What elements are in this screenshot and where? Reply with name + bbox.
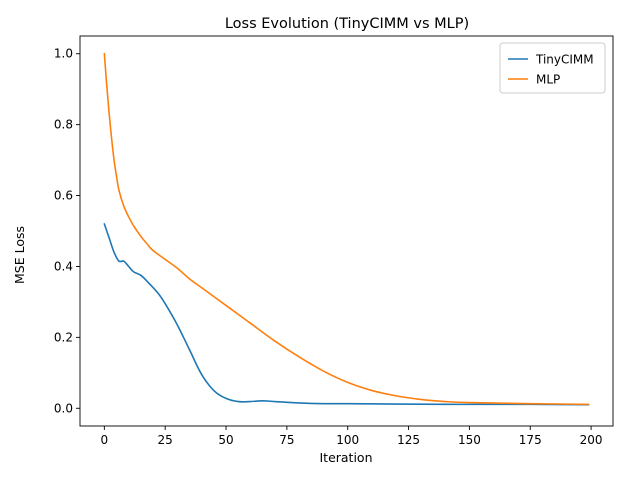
x-tick-label: 75 — [279, 433, 294, 447]
axes-frame — [79, 35, 614, 427]
legend-label-mlp: MLP — [536, 73, 560, 87]
series-line-mlp — [103, 52, 590, 406]
x-tick-label: 100 — [336, 433, 359, 447]
series-line-tinycimm — [103, 223, 590, 406]
y-tick-label: 0.6 — [54, 189, 73, 203]
legend-box — [499, 42, 606, 94]
x-tick-label: 25 — [158, 433, 173, 447]
chart-title: Loss Evolution (TinyCIMM vs MLP) — [225, 16, 469, 32]
x-tick-label: 50 — [218, 433, 233, 447]
x-tick-label: 125 — [397, 433, 420, 447]
y-tick-label: 0.4 — [54, 259, 73, 273]
legend-label-tinycimm: TinyCIMM — [535, 53, 594, 67]
x-tick-label: 150 — [458, 433, 481, 447]
y-tick-label: 0.8 — [54, 118, 73, 132]
y-tick-label: 1.0 — [54, 47, 73, 61]
legend: TinyCIMM MLP — [499, 42, 606, 94]
x-tick-label: 175 — [519, 433, 542, 447]
x-axis-label: Iteration — [319, 450, 372, 465]
x-tick-label: 0 — [101, 433, 109, 447]
y-tick-label: 0.2 — [54, 330, 73, 344]
plot-area: 0 25 50 75 100 125 150 175 200 0.0 0.2 0.4 0.6 0.8 1.0 — [54, 35, 614, 447]
y-tick-label: 0.0 — [54, 401, 73, 415]
y-axis-label: MSE Loss — [12, 226, 27, 284]
x-tick-label: 200 — [580, 433, 603, 447]
